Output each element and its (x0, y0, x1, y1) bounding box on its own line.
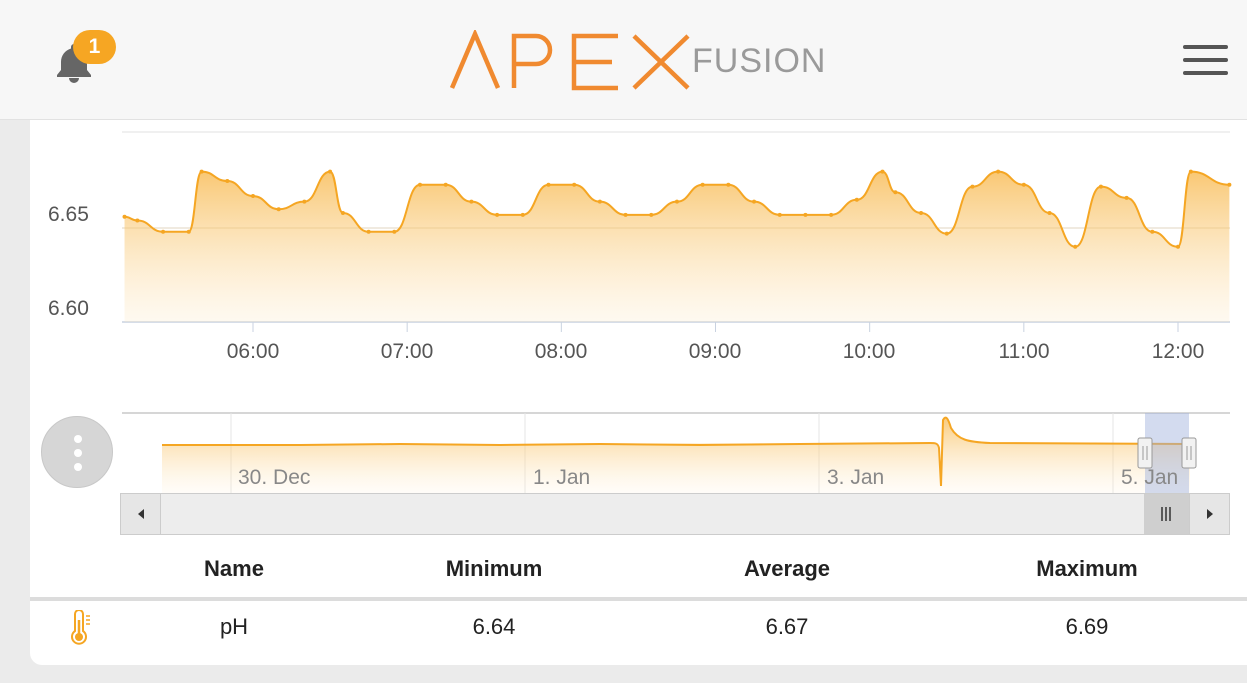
ph-data-point[interactable] (1176, 244, 1180, 249)
ph-data-point[interactable] (1047, 210, 1052, 215)
ph-data-point[interactable] (919, 210, 924, 215)
ph-data-point[interactable] (893, 190, 898, 195)
main-menu-button[interactable] (1183, 43, 1229, 77)
navigator-date-label: 1. Jan (533, 466, 591, 489)
x-tick-label: 12:00 (1151, 340, 1205, 363)
navigator-scrollbar[interactable] (120, 493, 1230, 535)
dot (74, 435, 82, 443)
ph-data-point[interactable] (700, 182, 705, 187)
ph-data-point[interactable] (161, 229, 166, 234)
navigator-handle-left[interactable] (1137, 437, 1153, 469)
column-header-maximum: Maximum (1036, 556, 1138, 581)
dot (74, 449, 82, 457)
ph-line (124, 170, 1230, 248)
navigator-date-label: 3. Jan (827, 466, 885, 489)
cell-maximum: 6.69 (1065, 614, 1109, 639)
cell-name: pH (219, 614, 249, 639)
ph-data-point[interactable] (392, 229, 397, 234)
ph-data-point[interactable] (1124, 195, 1129, 200)
y-tick-label: 6.60 (48, 297, 89, 320)
chart-options-button[interactable] (41, 416, 113, 488)
navigator-area (162, 417, 1190, 493)
navigator-date-label: 5. Jan (1121, 466, 1179, 489)
ph-data-point[interactable] (803, 212, 808, 217)
ph-data-point[interactable] (1227, 182, 1232, 187)
x-tick-label: 10:00 (842, 340, 896, 363)
ph-data-point[interactable] (649, 212, 654, 217)
x-tick-label: 07:00 (380, 340, 434, 363)
column-header-name: Name (204, 556, 264, 581)
ph-data-point[interactable] (546, 182, 551, 187)
ph-data-point[interactable] (854, 197, 859, 202)
scroll-left-button[interactable] (121, 494, 161, 534)
ph-data-point[interactable] (276, 207, 281, 212)
ph-data-point[interactable] (1073, 244, 1078, 249)
x-tick-label: 06:00 (226, 340, 280, 363)
ph-data-point[interactable] (572, 182, 577, 187)
navigator-line (162, 416, 1191, 487)
thermometer-icon (71, 610, 90, 645)
arrow-right-icon (1207, 509, 1213, 519)
ph-data-point[interactable] (880, 169, 885, 174)
logo-apex-mark (449, 30, 690, 91)
ph-data-point[interactable] (328, 169, 333, 174)
ph-data-point[interactable] (122, 214, 127, 219)
ph-data-point[interactable] (623, 212, 628, 217)
table-divider (30, 597, 1247, 601)
hamburger-line (1183, 58, 1228, 62)
range-navigator[interactable] (0, 400, 1247, 495)
ph-series (122, 169, 1232, 322)
ph-data-point[interactable] (1098, 184, 1103, 189)
ph-area-fill (124, 171, 1230, 322)
ph-data-point[interactable] (418, 182, 423, 187)
ph-data-point[interactable] (135, 218, 140, 223)
ph-data-point[interactable] (186, 229, 191, 234)
ph-data-point[interactable] (996, 169, 1001, 174)
ph-data-point[interactable] (829, 212, 834, 217)
ph-data-point[interactable] (1188, 169, 1193, 174)
grip-icon (1161, 507, 1171, 521)
cell-minimum: 6.64 (472, 614, 516, 639)
notification-badge: 1 (73, 30, 116, 64)
hamburger-line (1183, 71, 1228, 75)
ph-history-chart[interactable] (0, 120, 1247, 380)
ph-data-point[interactable] (199, 169, 204, 174)
scroll-right-button[interactable] (1189, 494, 1229, 534)
navigator-date-label: 30. Dec (238, 466, 311, 489)
navigator-handle-right[interactable] (1181, 437, 1197, 469)
ph-data-point[interactable] (225, 179, 230, 183)
ph-data-point[interactable] (674, 199, 679, 204)
logo-fusion-text: FUSION (692, 42, 827, 80)
ph-data-point[interactable] (469, 199, 474, 204)
hamburger-line (1183, 45, 1228, 49)
ph-data-point[interactable] (944, 231, 949, 236)
arrow-left-icon (138, 509, 144, 519)
ph-data-point[interactable] (726, 182, 731, 187)
column-header-average: Average (743, 556, 830, 581)
dot (74, 463, 82, 471)
ph-data-point[interactable] (597, 199, 602, 204)
ph-data-point[interactable] (251, 194, 255, 199)
app-header: 1 FUSION (0, 0, 1247, 120)
ph-data-point[interactable] (520, 212, 525, 217)
x-axis-ticks (252, 322, 1179, 332)
ph-data-point[interactable] (1150, 229, 1155, 234)
y-tick-label: 6.65 (48, 203, 89, 226)
ph-data-point[interactable] (302, 199, 307, 204)
ph-data-point[interactable] (366, 229, 371, 234)
ph-data-point[interactable] (340, 210, 345, 215)
ph-data-point[interactable] (970, 184, 975, 189)
ph-data-point[interactable] (495, 212, 500, 217)
x-tick-label: 09:00 (688, 340, 742, 363)
column-header-minimum: Minimum (445, 556, 543, 581)
scrollbar-thumb[interactable] (1144, 494, 1189, 534)
ph-data-point[interactable] (752, 199, 757, 204)
x-tick-label: 11:00 (998, 340, 1050, 363)
cell-average: 6.67 (765, 614, 809, 639)
ph-data-point[interactable] (777, 212, 782, 217)
x-tick-label: 08:00 (534, 340, 588, 363)
ph-data-point[interactable] (1021, 182, 1026, 187)
ph-data-point[interactable] (443, 182, 448, 187)
